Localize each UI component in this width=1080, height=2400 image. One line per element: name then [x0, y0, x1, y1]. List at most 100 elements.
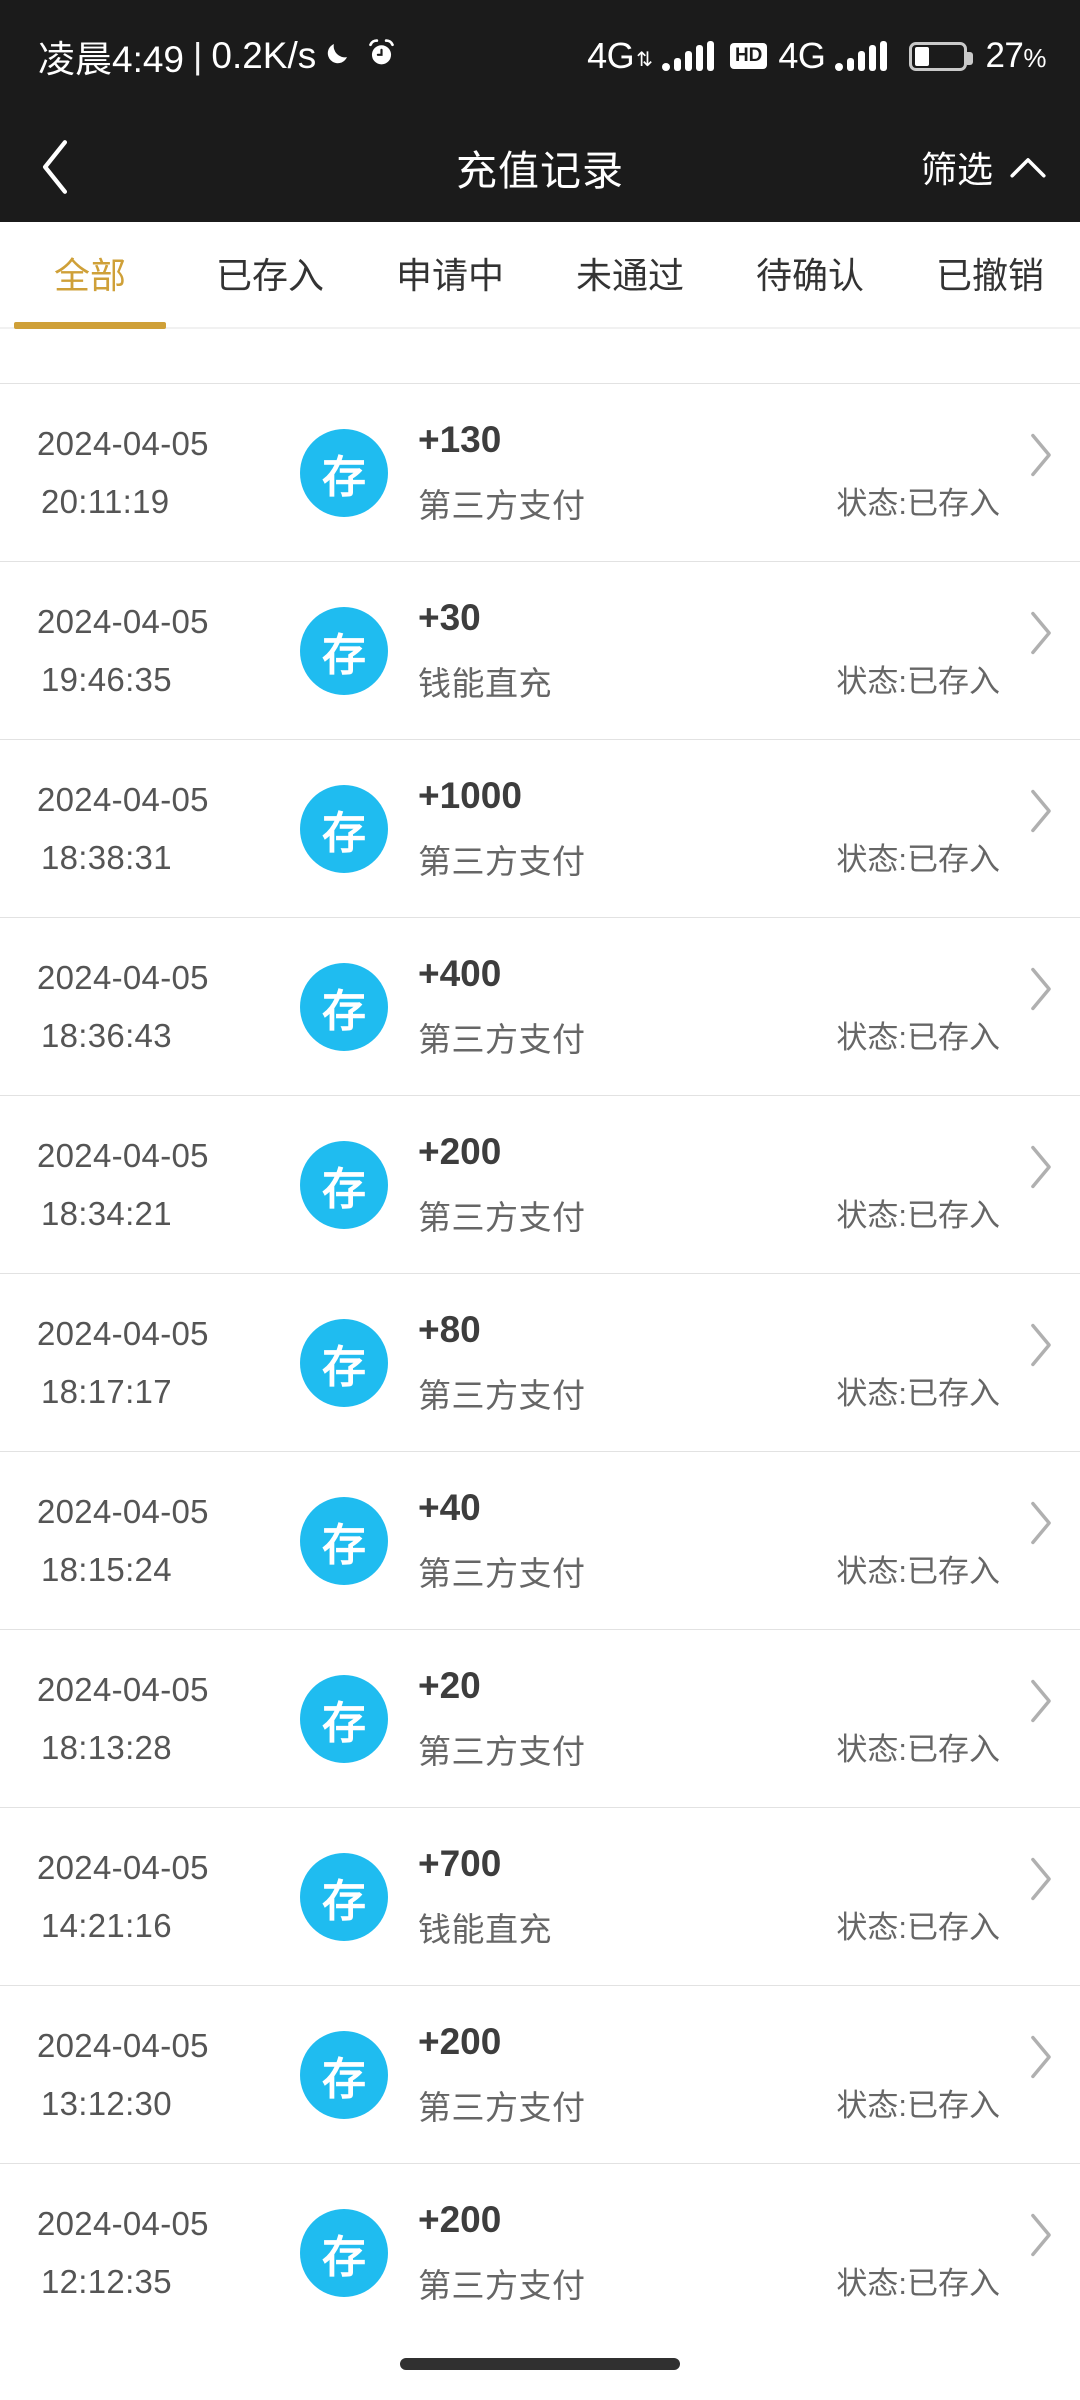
chevron-right-icon[interactable] — [1018, 1322, 1080, 1368]
row-amount: +1000 — [418, 774, 522, 816]
chevron-right-icon[interactable] — [1018, 610, 1080, 656]
row-datetime: 2024-04-05 12:12:35 — [0, 2205, 300, 2301]
table-row[interactable]: 2024-04-05 18:13:28 存 +20 第三方支付 状态:已存入 — [0, 1630, 1080, 1808]
row-status-label: 状态:已存入 — [836, 486, 1000, 521]
row-date: 2024-04-05 — [37, 1492, 209, 1530]
chevron-right-icon[interactable] — [1018, 1856, 1080, 1902]
row-time: 20:11:19 — [41, 482, 170, 520]
battery-icon — [909, 41, 974, 71]
row-time: 13:12:30 — [41, 2084, 172, 2122]
row-time: 18:34:21 — [41, 1194, 172, 1232]
row-time: 18:38:31 — [41, 838, 172, 876]
home-indicator-bar[interactable] — [400, 2358, 680, 2370]
row-amount: +20 — [418, 1664, 481, 1706]
tab-all-label: 全部 — [53, 254, 126, 296]
table-row[interactable]: 2024-04-05 18:38:31 存 +1000 第三方支付 状态:已存入 — [0, 740, 1080, 918]
row-payment-method: 第三方支付 — [418, 1554, 586, 1592]
row-amount: +80 — [418, 1308, 481, 1350]
status-bar-left: 凌晨4:49 | 0.2K/s — [38, 29, 397, 83]
chevron-right-icon[interactable] — [1018, 966, 1080, 1012]
row-datetime: 2024-04-05 18:34:21 — [0, 1137, 300, 1233]
sim2-network-label: 4G — [778, 35, 826, 76]
table-row[interactable]: 2024-04-05 18:15:24 存 +40 第三方支付 状态:已存入 — [0, 1452, 1080, 1630]
tab-deposited[interactable]: 已存入 — [180, 222, 360, 327]
row-datetime: 2024-04-05 18:38:31 — [0, 781, 300, 877]
back-button[interactable] — [0, 112, 110, 222]
deposit-badge-icon: 存 — [300, 1852, 388, 1941]
sim1-network-label: 4G — [587, 35, 635, 76]
row-payment-method: 第三方支付 — [418, 1198, 586, 1236]
deposit-badge-icon: 存 — [300, 428, 388, 517]
table-row[interactable]: 2024-04-05 14:21:16 存 +700 钱能直充 状态:已存入 — [0, 1808, 1080, 1986]
status-clock: 凌晨4:49 — [38, 39, 185, 80]
row-status-label: 状态:已存入 — [836, 2088, 1000, 2123]
row-status-label: 状态:已存入 — [836, 842, 1000, 877]
tab-divider — [0, 327, 1080, 329]
table-row[interactable]: 2024-04-05 18:36:43 存 +400 第三方支付 状态:已存入 — [0, 918, 1080, 1096]
row-time: 18:17:17 — [41, 1372, 172, 1410]
row-payment-method: 第三方支付 — [418, 486, 586, 524]
deposit-badge-icon: 存 — [300, 962, 388, 1051]
row-amount: +200 — [418, 1130, 502, 1172]
table-row[interactable]: 2024-04-05 18:34:21 存 +200 第三方支付 状态:已存入 — [0, 1096, 1080, 1274]
row-date: 2024-04-05 — [37, 780, 209, 818]
tab-rejected[interactable]: 未通过 — [540, 222, 720, 327]
row-details: +200 第三方支付 — [418, 2021, 836, 2129]
chevron-right-icon[interactable] — [1018, 2034, 1080, 2080]
table-row[interactable]: 2024-04-05 12:12:35 存 +200 第三方支付 状态:已存入 — [0, 2164, 1080, 2342]
row-details: +200 第三方支付 — [418, 1131, 836, 1239]
tab-cancelled-label: 已撤销 — [935, 254, 1044, 296]
tab-applying-label: 申请中 — [395, 254, 504, 296]
row-details: +1000 第三方支付 — [418, 775, 836, 883]
row-date: 2024-04-05 — [37, 1136, 209, 1174]
row-details: +400 第三方支付 — [418, 953, 836, 1061]
deposit-badge-icon: 存 — [300, 2208, 388, 2297]
row-amount: +700 — [418, 1842, 502, 1884]
table-row[interactable]: 2024-04-05 19:46:35 存 +30 钱能直充 状态:已存入 — [0, 562, 1080, 740]
tab-cancelled[interactable]: 已撤销 — [900, 222, 1080, 327]
chevron-right-icon[interactable] — [1018, 432, 1080, 478]
row-details: +130 第三方支付 — [418, 419, 836, 527]
row-amount: +200 — [418, 2198, 502, 2240]
row-payment-method: 第三方支付 — [418, 1376, 586, 1414]
tab-deposited-label: 已存入 — [215, 254, 324, 296]
row-time: 18:13:28 — [41, 1728, 172, 1766]
table-row[interactable]: 2024-04-05 20:11:19 存 +130 第三方支付 状态:已存入 — [0, 384, 1080, 562]
chevron-right-icon[interactable] — [1018, 1144, 1080, 1190]
table-row[interactable]: 2024-04-05 13:12:30 存 +200 第三方支付 状态:已存入 — [0, 1986, 1080, 2164]
row-details: +200 第三方支付 — [418, 2199, 836, 2307]
row-payment-method: 第三方支付 — [418, 1020, 586, 1058]
status-bar-right: 4G ⇅ HD 4G 27% — [587, 35, 1046, 77]
row-details: +20 第三方支付 — [418, 1665, 836, 1773]
row-date: 2024-04-05 — [37, 1848, 209, 1886]
row-status-label: 状态:已存入 — [836, 664, 1000, 699]
page-title: 充值记录 — [456, 148, 624, 194]
row-time: 12:12:35 — [41, 2262, 172, 2300]
tab-all[interactable]: 全部 — [0, 222, 180, 329]
row-datetime: 2024-04-05 14:21:16 — [0, 1849, 300, 1945]
row-amount: +30 — [418, 596, 481, 638]
row-date: 2024-04-05 — [37, 1314, 209, 1352]
moon-icon — [322, 39, 352, 74]
chevron-right-icon[interactable] — [1018, 1500, 1080, 1546]
row-status-label: 状态:已存入 — [836, 1376, 1000, 1411]
row-datetime: 2024-04-05 19:46:35 — [0, 603, 300, 699]
chevron-right-icon[interactable] — [1018, 788, 1080, 834]
tab-applying[interactable]: 申请中 — [360, 222, 540, 327]
chevron-right-icon[interactable] — [1018, 2212, 1080, 2258]
row-datetime: 2024-04-05 18:13:28 — [0, 1671, 300, 1767]
row-details: +700 钱能直充 — [418, 1843, 836, 1951]
filter-button[interactable]: 筛选 — [921, 141, 1047, 193]
chevron-right-icon[interactable] — [1018, 1678, 1080, 1724]
row-status-label: 状态:已存入 — [836, 1554, 1000, 1589]
tab-pending-confirm[interactable]: 待确认 — [720, 222, 900, 327]
row-status-label: 状态:已存入 — [836, 1198, 1000, 1233]
row-details: +40 第三方支付 — [418, 1487, 836, 1595]
row-datetime: 2024-04-05 18:15:24 — [0, 1493, 300, 1589]
row-date: 2024-04-05 — [37, 1670, 209, 1708]
home-indicator-area — [0, 2328, 1080, 2400]
row-amount: +130 — [418, 418, 502, 460]
table-row[interactable]: 2024-04-05 18:17:17 存 +80 第三方支付 状态:已存入 — [0, 1274, 1080, 1452]
sim2-signal-icon — [835, 41, 888, 71]
